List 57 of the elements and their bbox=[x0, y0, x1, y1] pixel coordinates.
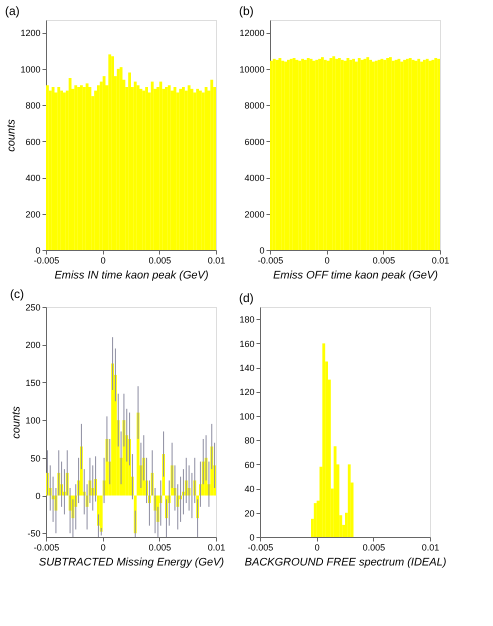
y-tick-label: 140 bbox=[239, 363, 254, 374]
y-tick-label: 250 bbox=[25, 302, 40, 312]
y-tick-label: 4000 bbox=[244, 173, 264, 184]
y-tick-label: 60 bbox=[244, 460, 254, 470]
y-tick-label: 100 bbox=[25, 416, 40, 426]
x-axis-title: SUBTRACTED Missing Energy (GeV) bbox=[38, 556, 224, 568]
x-tick-label: 0 bbox=[100, 256, 106, 266]
y-tick-label: 400 bbox=[25, 173, 40, 184]
y-tick-label: 0 bbox=[249, 532, 254, 542]
y-tick-label: 600 bbox=[25, 136, 40, 147]
chart-title: (a) bbox=[4, 4, 20, 18]
x-tick-label: -0.005 bbox=[248, 542, 274, 552]
y-tick-label: 40 bbox=[244, 484, 254, 494]
y-tick-label: -50 bbox=[27, 528, 40, 539]
x-tick-label: 0.005 bbox=[372, 256, 396, 266]
x-tick-label: -0.005 bbox=[258, 256, 284, 266]
y-axis-title: counts bbox=[10, 406, 22, 439]
x-tick-label: 0.005 bbox=[148, 256, 172, 266]
y-tick-label: 800 bbox=[25, 100, 40, 111]
x-tick-label: 0.01 bbox=[422, 542, 440, 552]
y-tick-label: 1200 bbox=[20, 28, 40, 38]
y-tick-label: 0 bbox=[35, 491, 40, 502]
y-tick-label: 2000 bbox=[244, 209, 264, 220]
x-tick-label: 0 bbox=[100, 542, 106, 552]
y-tick-label: 150 bbox=[25, 378, 40, 388]
x-tick-label: 0.005 bbox=[148, 542, 172, 552]
y-tick-label: 1000 bbox=[20, 64, 40, 74]
chart-title: (d) bbox=[238, 291, 254, 305]
y-tick-label: 20 bbox=[244, 508, 254, 518]
y-tick-label: 12000 bbox=[239, 28, 264, 38]
y-tick-label: 200 bbox=[25, 209, 40, 220]
x-tick-label: 0.01 bbox=[208, 542, 226, 552]
y-tick-label: 120 bbox=[239, 387, 254, 398]
x-tick-label: 0.01 bbox=[432, 256, 450, 266]
y-tick-label: 100 bbox=[239, 411, 254, 422]
y-tick-label: 200 bbox=[25, 340, 40, 350]
x-tick-label: 0 bbox=[324, 256, 330, 266]
x-tick-label: -0.005 bbox=[34, 256, 60, 266]
y-tick-label: 8000 bbox=[244, 100, 264, 111]
chart-title: (c) bbox=[10, 287, 24, 301]
y-tick-label: 80 bbox=[244, 436, 254, 446]
x-tick-label: 0 bbox=[314, 542, 320, 552]
y-tick-label: 180 bbox=[239, 314, 254, 325]
y-tick-label: 50 bbox=[30, 453, 40, 464]
y-tick-label: 6000 bbox=[244, 136, 264, 147]
x-tick-label: 0.005 bbox=[362, 542, 386, 552]
y-tick-label: 160 bbox=[239, 338, 254, 349]
y-tick-label: 0 bbox=[35, 246, 40, 256]
y-tick-label: 0 bbox=[259, 246, 264, 256]
x-axis-title: BACKGROUND FREE spectrum (IDEAL) bbox=[244, 556, 447, 568]
x-axis-title: Emiss IN time kaon peak (GeV) bbox=[54, 270, 209, 282]
x-axis-title: Emiss OFF time kaon peak (GeV) bbox=[273, 270, 438, 282]
y-axis-title: counts bbox=[5, 118, 18, 152]
chart-title: (b) bbox=[238, 4, 254, 18]
y-tick-label: 10000 bbox=[239, 64, 264, 74]
x-tick-label: 0.01 bbox=[208, 256, 226, 266]
x-tick-label: -0.005 bbox=[34, 542, 60, 552]
